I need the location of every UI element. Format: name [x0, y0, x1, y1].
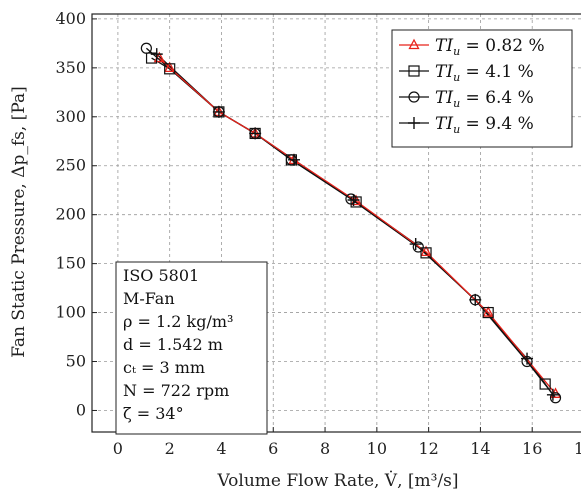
x-tick-label: 2	[165, 439, 175, 458]
parameter-box: ISO 5801 M-Fan ρ = 1.2 kg/m³ d = 1.542 m cₜ …	[115, 261, 268, 435]
parameter-line: ρ = 1.2 kg/m³	[123, 312, 233, 331]
x-tick-label: 18	[574, 439, 581, 458]
y-tick-label: 200	[55, 205, 86, 224]
x-tick-label: 0	[113, 439, 123, 458]
legend-marker-plus	[408, 117, 420, 129]
data-point-plus	[546, 388, 559, 401]
data-point-plus	[469, 293, 482, 306]
data-point-circle	[140, 42, 152, 54]
parameter-line: N = 722 rpm	[123, 381, 229, 400]
data-point-triangle	[482, 306, 494, 317]
legend-label-plus: TIu = 9.4 %	[435, 114, 534, 136]
y-tick-label: 100	[55, 303, 86, 322]
x-tick-label: 4	[216, 439, 226, 458]
data-point-plus	[212, 105, 225, 118]
y-tick-label: 400	[55, 9, 86, 28]
parameter-line: ζ = 34°	[123, 404, 184, 423]
data-point-triangle	[420, 245, 432, 257]
y-tick-label: 50	[66, 352, 86, 371]
parameter-line: d = 1.542 m	[123, 335, 223, 354]
data-point-square	[482, 306, 494, 319]
data-point-triangle	[164, 61, 176, 72]
x-tick-label: 6	[268, 439, 278, 458]
x-tick-label: 16	[522, 439, 542, 458]
data-point-circle	[549, 392, 562, 404]
legend-label-square: TIu = 4.1 %	[435, 62, 534, 84]
legend-box	[391, 29, 573, 148]
parameter-box-frame	[115, 261, 268, 435]
data-point-square	[539, 378, 551, 390]
parameter-line: ISO 5801	[123, 266, 199, 285]
data-point-plus	[347, 193, 360, 206]
data-point-plus	[150, 48, 163, 61]
y-tick-label: 250	[55, 156, 86, 175]
data-point-square	[420, 247, 432, 259]
plot-frame	[91, 13, 581, 433]
data-point-square	[164, 63, 176, 75]
axis-ticks: 0 2 4 6 8 10 12 14 16 18 0 50 100 150 200 250 300 350 400	[55, 9, 581, 458]
y-tick-label: 300	[55, 107, 86, 126]
legend-label-triangle: TIu = 0.82 %	[435, 36, 545, 58]
data-point-plus	[287, 153, 300, 166]
data-point-plus	[521, 352, 534, 365]
legend-marker-square	[408, 65, 420, 77]
data-point-circle	[412, 241, 424, 253]
data-point-circle	[345, 193, 357, 205]
legend-marker-circle	[408, 91, 420, 103]
y-axis-label: Fan Static Pressure, Δp_fs, [Pa]	[9, 86, 29, 358]
parameter-line: cₜ = 3 mm	[123, 358, 205, 377]
x-tick-label: 8	[320, 439, 330, 458]
legend-label-circle: TIu = 6.4 %	[435, 88, 534, 110]
y-tick-label: 0	[76, 400, 86, 419]
parameter-line: M-Fan	[123, 289, 175, 308]
legend-marker-triangle	[408, 38, 420, 50]
data-point-plus	[249, 127, 262, 140]
x-tick-label: 10	[367, 439, 387, 458]
x-tick-label: 14	[470, 439, 490, 458]
legend: TIu = 0.82 % TIu = 4.1 % TIu = 6.4 % TIu = …	[391, 29, 573, 148]
x-axis-label: Volume Flow Rate, V̇, [m³/s]	[216, 471, 458, 491]
y-tick-label: 350	[55, 58, 86, 77]
y-tick-label: 150	[55, 254, 86, 273]
x-tick-label: 12	[418, 439, 438, 458]
data-point-plus	[409, 238, 422, 251]
series-markers	[140, 42, 562, 404]
